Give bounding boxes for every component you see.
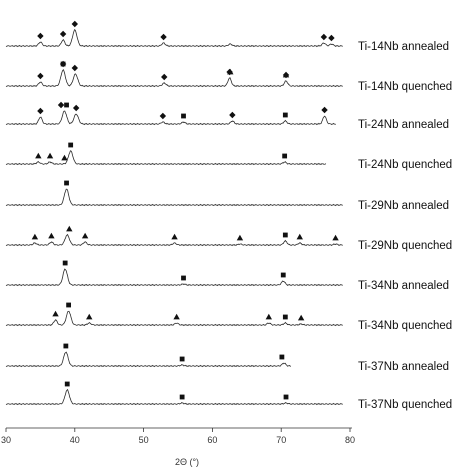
peak-marker-triangle xyxy=(86,313,93,320)
peak-marker-square xyxy=(179,394,185,400)
peak-marker-diamond xyxy=(59,30,67,38)
peak-marker-diamond xyxy=(57,101,65,109)
series-label: Ti-34Nb annealed xyxy=(358,280,449,292)
peak-marker-triangle xyxy=(61,154,68,161)
series-label: Ti-24Nb annealed xyxy=(358,119,449,131)
series-label: Ti-34Nb quenched xyxy=(358,320,452,332)
peak-marker-square xyxy=(66,302,72,308)
peak-marker-triangle xyxy=(81,232,89,239)
series-trace-7 xyxy=(5,268,343,287)
series-trace-5 xyxy=(5,188,343,207)
peak-marker-diamond xyxy=(71,64,78,72)
series-label: Ti-14Nb quenched xyxy=(358,81,452,93)
peak-marker-square xyxy=(283,394,289,400)
peak-marker-diamond xyxy=(161,73,168,81)
peak-marker-square xyxy=(282,112,288,118)
peak-marker-diamond xyxy=(159,112,167,120)
peak-marker-diamond xyxy=(320,33,328,41)
peak-marker-triangle xyxy=(171,233,178,240)
peak-marker-square xyxy=(282,314,288,320)
x-tick-label: 50 xyxy=(139,435,149,445)
marker-layer xyxy=(31,20,339,400)
peak-marker-square xyxy=(64,381,70,387)
peak-marker-diamond xyxy=(59,60,67,68)
series-label: Ti-29Nb annealed xyxy=(358,200,449,212)
peak-marker-diamond xyxy=(160,33,167,41)
peak-marker-diamond xyxy=(328,34,335,42)
series-trace-4 xyxy=(5,150,327,166)
peak-marker-square xyxy=(68,142,74,148)
peak-marker-diamond xyxy=(72,104,80,112)
peak-marker-square xyxy=(280,272,286,278)
peak-marker-triangle xyxy=(236,234,244,241)
series-trace-8 xyxy=(5,310,343,327)
x-tick-label: 70 xyxy=(276,435,286,445)
peak-marker-square xyxy=(181,113,186,119)
peak-marker-triangle xyxy=(297,314,305,321)
peak-marker-diamond xyxy=(321,106,328,114)
peak-marker-diamond xyxy=(37,32,44,40)
x-tick-label: 40 xyxy=(70,435,80,445)
peak-marker-triangle xyxy=(265,313,273,320)
peak-marker-diamond xyxy=(37,72,44,80)
x-tick-label: 80 xyxy=(345,435,355,445)
series-label: Ti-29Nb quenched xyxy=(358,240,452,252)
peak-marker-diamond xyxy=(71,20,78,28)
peak-marker-triangle xyxy=(332,234,339,241)
peak-marker-square xyxy=(64,180,69,186)
peak-marker-triangle xyxy=(66,225,73,232)
series-label: Ti-14Nb annealed xyxy=(358,41,449,53)
peak-marker-square xyxy=(62,260,68,266)
x-axis-label: 2Θ (°) xyxy=(175,457,199,467)
x-tick-layer: 30 40 50 60 70 80 xyxy=(1,428,355,445)
peak-marker-triangle xyxy=(282,71,290,78)
x-tick-label: 30 xyxy=(1,435,11,445)
peak-marker-square xyxy=(282,153,288,159)
series-label: Ti-37Nb annealed xyxy=(358,361,449,373)
x-tick-label: 60 xyxy=(207,435,217,445)
series-trace-1 xyxy=(5,29,343,48)
series-label-layer: Ti-14Nb annealed Ti-14Nb quenched Ti-24Nb … xyxy=(358,41,452,411)
peak-marker-triangle xyxy=(46,152,54,159)
series-trace-3 xyxy=(5,110,336,126)
series-trace-2 xyxy=(5,68,343,88)
peak-marker-square xyxy=(64,102,69,108)
series-trace-10 xyxy=(5,388,343,406)
peak-marker-square xyxy=(279,354,285,360)
peak-marker-triangle xyxy=(173,313,180,320)
peak-marker-triangle xyxy=(35,152,42,159)
series-trace-6 xyxy=(5,233,343,247)
peak-marker-square xyxy=(181,275,186,281)
peak-marker-triangle xyxy=(31,233,39,240)
peak-marker-square xyxy=(63,343,69,349)
peak-marker-diamond xyxy=(37,107,44,115)
peak-marker-diamond xyxy=(229,111,236,119)
peak-marker-triangle xyxy=(227,68,234,75)
series-label: Ti-24Nb quenched xyxy=(358,159,452,171)
peak-marker-triangle xyxy=(52,310,59,317)
peak-marker-square xyxy=(179,356,185,362)
peak-marker-triangle xyxy=(296,233,303,240)
series-label: Ti-37Nb quenched xyxy=(358,399,452,411)
peak-marker-triangle xyxy=(48,232,55,239)
peak-marker-square xyxy=(282,232,288,238)
trace-layer xyxy=(5,29,343,406)
series-trace-9 xyxy=(5,351,291,368)
